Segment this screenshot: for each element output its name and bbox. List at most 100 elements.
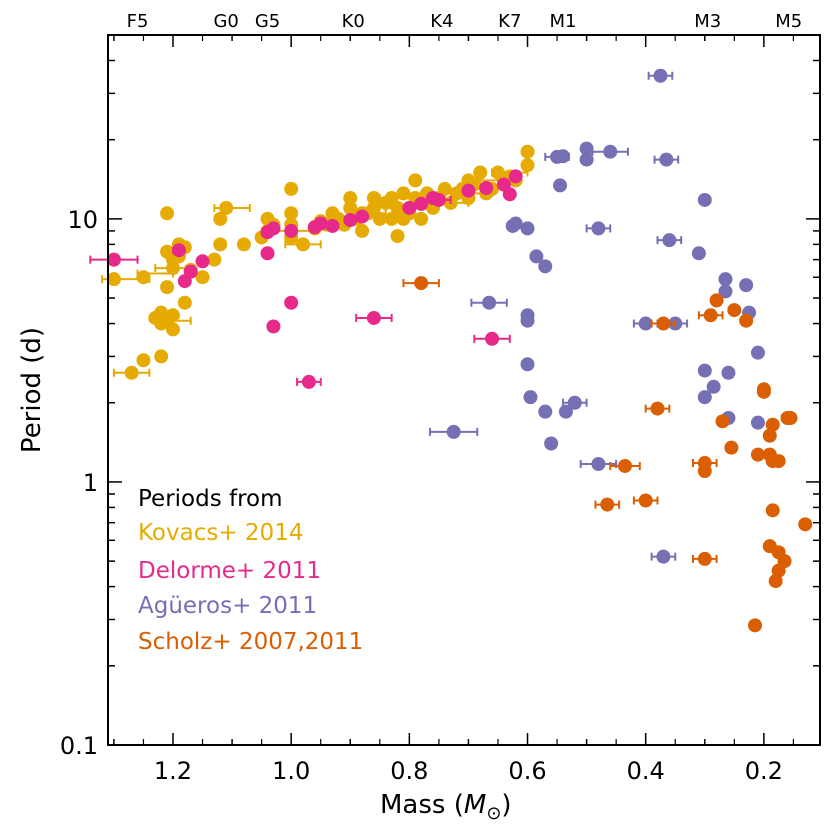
data-point: [750, 415, 765, 430]
data-point: [709, 293, 724, 308]
data-point: [355, 223, 370, 238]
data-point: [697, 390, 712, 405]
data-point: [706, 379, 721, 394]
data-point: [544, 436, 559, 451]
data-point: [558, 404, 573, 419]
data-point: [523, 390, 538, 405]
data-point: [473, 165, 488, 180]
data-point: [372, 211, 387, 226]
x-axis-unit-sub: ⊙: [486, 803, 501, 824]
spectral-type-label: M3: [694, 11, 721, 32]
data-point: [718, 284, 733, 299]
x-tick-label: 0.2: [745, 757, 783, 785]
data-point: [482, 295, 497, 310]
data-point: [136, 270, 151, 285]
data-point: [520, 313, 535, 328]
data-point: [284, 206, 299, 221]
legend-entry-scholz: Scholz+ 2007,2011: [138, 629, 363, 655]
spectral-type-label: M5: [775, 11, 802, 32]
data-point: [520, 144, 535, 159]
data-point: [798, 517, 813, 532]
data-point: [508, 216, 523, 231]
x-tick-label: 0.8: [390, 757, 428, 785]
data-point: [160, 206, 175, 221]
data-point: [724, 440, 739, 455]
spectral-type-label: G0: [213, 11, 238, 32]
data-series: [89, 68, 813, 633]
data-point: [171, 243, 186, 258]
y-tick-label: 10: [67, 206, 98, 234]
data-point: [124, 365, 139, 380]
data-point: [591, 221, 606, 236]
x-tick-label: 0.4: [627, 757, 665, 785]
series-scholz: [402, 276, 813, 633]
data-point: [446, 424, 461, 439]
spectral-type-label: K0: [342, 11, 365, 32]
data-point: [603, 144, 618, 159]
spectral-type-label: M1: [549, 11, 576, 32]
data-point: [520, 357, 535, 372]
data-point: [697, 192, 712, 207]
data-point: [165, 308, 180, 323]
data-point: [366, 310, 381, 325]
data-point: [739, 313, 754, 328]
data-point: [765, 503, 780, 518]
data-point: [656, 549, 671, 564]
data-point: [396, 186, 411, 201]
data-point: [160, 280, 175, 295]
data-point: [106, 252, 121, 267]
spectral-type-label: G5: [255, 11, 280, 32]
data-point: [691, 246, 706, 261]
data-point: [653, 68, 668, 83]
data-point: [718, 272, 733, 287]
data-point: [431, 192, 446, 207]
data-point: [402, 200, 417, 215]
data-point: [697, 363, 712, 378]
data-point: [213, 237, 228, 252]
data-point: [697, 551, 712, 566]
data-point: [727, 303, 742, 318]
data-point: [343, 213, 358, 228]
data-point: [771, 454, 786, 469]
data-point: [579, 141, 594, 156]
data-point: [721, 365, 736, 380]
data-point: [538, 404, 553, 419]
data-point: [207, 252, 222, 267]
data-point: [195, 254, 210, 269]
data-point: [553, 178, 568, 193]
data-point: [656, 316, 671, 331]
data-point: [638, 493, 653, 508]
data-point: [355, 209, 370, 224]
x-axis-title: Mass (M⊙): [380, 790, 512, 824]
data-point: [600, 497, 615, 512]
data-point: [659, 152, 674, 167]
x-axis-unit: M: [464, 790, 486, 820]
data-point: [165, 322, 180, 337]
data-point: [579, 152, 594, 167]
data-point: [567, 395, 582, 410]
data-point: [739, 278, 754, 293]
data-point: [783, 411, 798, 426]
data-point: [284, 295, 299, 310]
y-tick-label: 0.1: [60, 732, 98, 760]
x-axis-label: Mass: [380, 790, 445, 820]
series-delorme: [89, 169, 523, 389]
data-point: [756, 384, 771, 399]
data-point: [591, 456, 606, 471]
legend-entry-delorme: Delorme+ 2011: [138, 558, 321, 584]
data-point: [343, 200, 358, 215]
data-point: [284, 181, 299, 196]
data-point: [529, 249, 544, 264]
data-point: [461, 183, 476, 198]
data-point: [703, 308, 718, 323]
tick-labels: 1.2 1.0 0.8 0.6 0.4 0.2 0.1 1 10: [60, 206, 783, 785]
x-tick-label: 0.6: [508, 757, 546, 785]
plot-background: [108, 35, 820, 745]
x-tick-label: 1.0: [272, 757, 310, 785]
data-point: [260, 246, 275, 261]
data-point: [284, 223, 299, 238]
data-point: [748, 618, 763, 633]
data-point: [508, 169, 523, 184]
data-point: [219, 200, 234, 215]
